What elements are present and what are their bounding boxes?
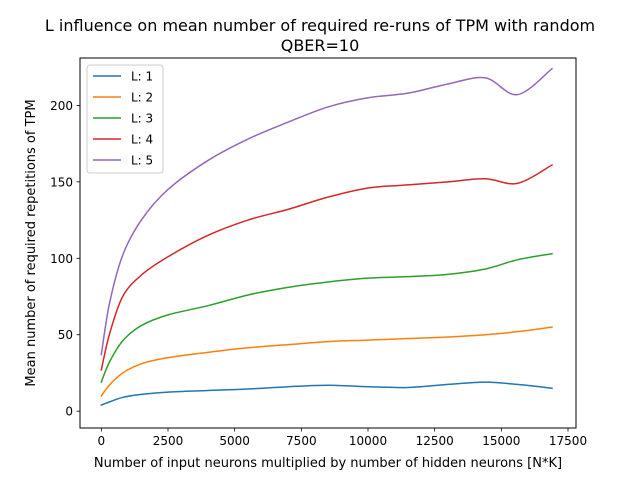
chart-subtitle: QBER=10 <box>281 36 360 55</box>
x-tick-label: 0 <box>98 434 106 448</box>
y-tick-label: 0 <box>65 405 73 419</box>
y-tick-label: 150 <box>50 175 73 189</box>
x-axis-label: Number of input neurons multiplied by nu… <box>94 456 562 471</box>
legend-label: L: 5 <box>131 154 153 168</box>
x-tick-label: 5000 <box>219 434 250 448</box>
axis-ticks: 0 2500 5000 7500 10000 12500 15000 17500 0 50 100 1… <box>50 99 587 448</box>
y-tick-label: 100 <box>50 252 73 266</box>
y-tick-label: 50 <box>58 328 73 342</box>
x-tick-label: 12500 <box>416 434 454 448</box>
legend: L: 1 L: 2 L: 3 L: 4 L: 5 <box>86 64 164 174</box>
legend-box <box>86 64 164 174</box>
x-tick-label: 10000 <box>349 434 387 448</box>
x-tick-label: 7500 <box>286 434 317 448</box>
legend-label: L: 2 <box>131 91 153 105</box>
plot-area-frame <box>79 57 577 429</box>
legend-label: L: 3 <box>131 112 153 126</box>
x-tick-label: 2500 <box>153 434 184 448</box>
legend-label: L: 1 <box>131 70 153 84</box>
x-tick-label: 17500 <box>549 434 587 448</box>
series-layer <box>100 67 554 407</box>
y-axis-label: Mean number of required repetitions of T… <box>24 99 39 386</box>
series-line-l2 <box>100 326 553 397</box>
x-tick-label: 15000 <box>482 434 520 448</box>
series-line-l3 <box>100 252 553 384</box>
y-tick-label: 200 <box>50 99 73 113</box>
series-line-l4 <box>100 164 554 371</box>
chart-title: L influence on mean number of required r… <box>45 16 595 35</box>
legend-label: L: 4 <box>131 133 153 147</box>
series-line-l1 <box>100 381 553 407</box>
series-line-l5 <box>100 67 554 356</box>
